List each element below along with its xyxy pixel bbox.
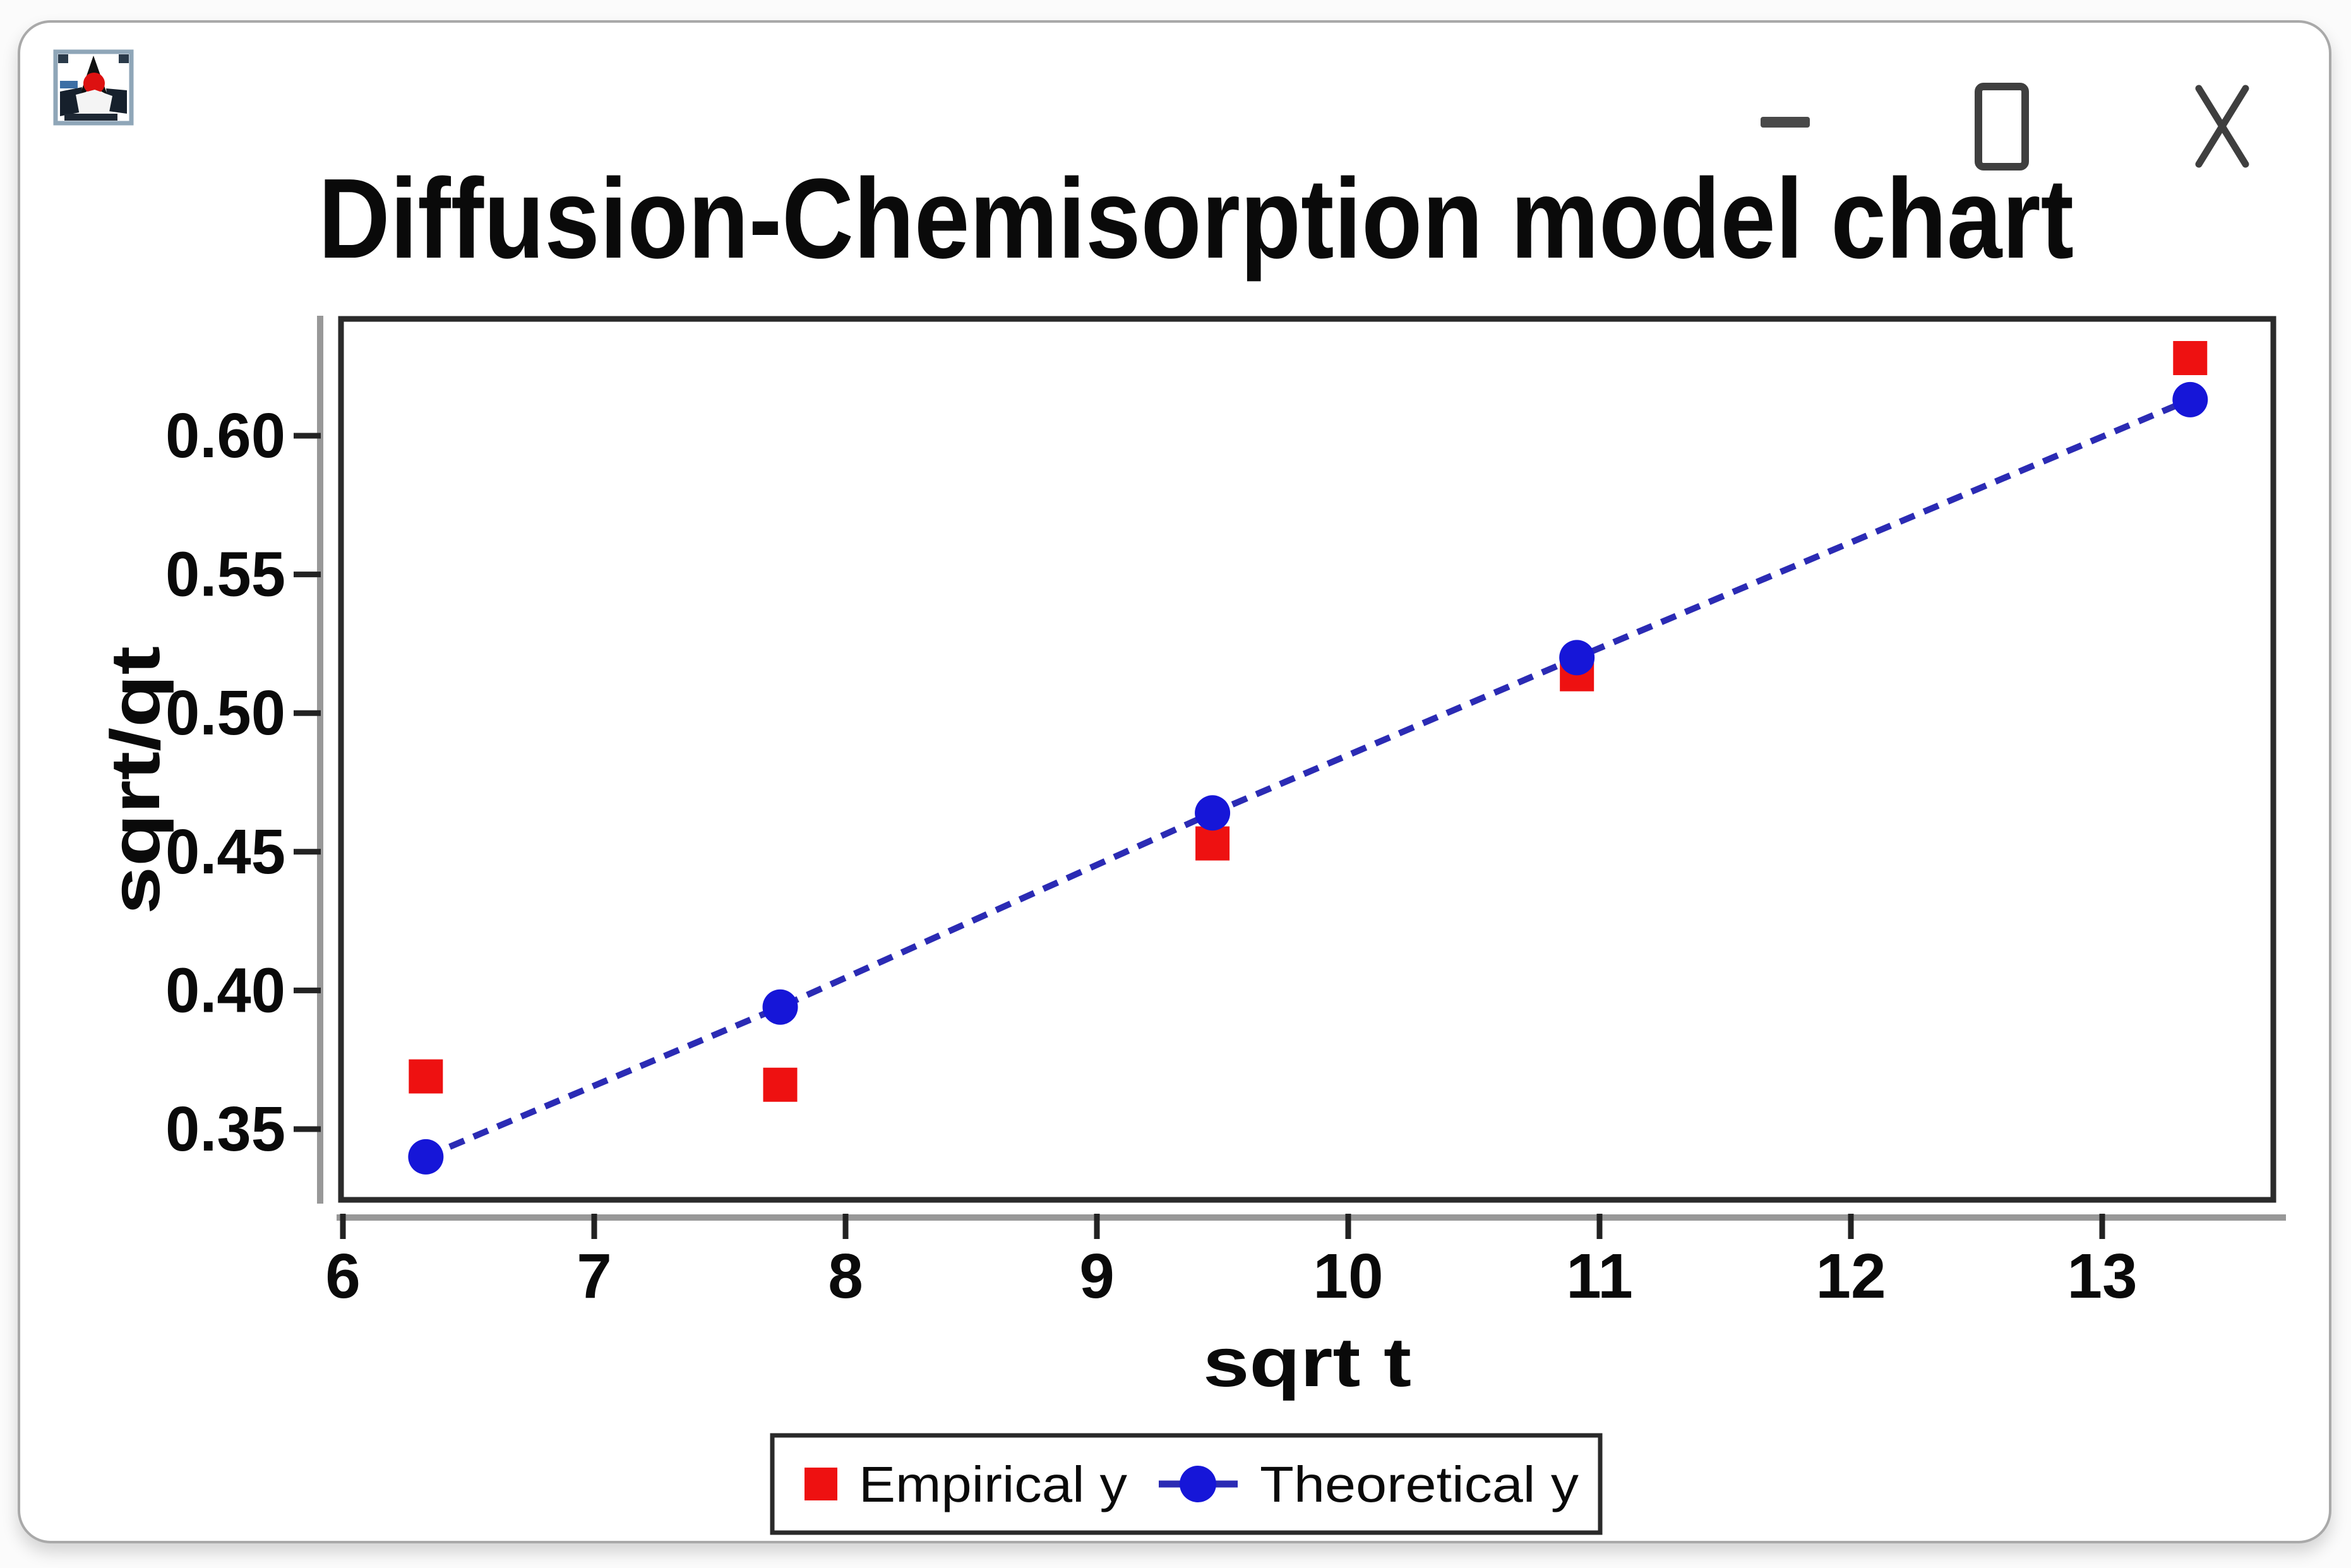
empirical-point <box>1195 826 1230 861</box>
x-tick-label: 12 <box>1816 1241 1886 1312</box>
y-axis-label: sqrt/qt <box>97 646 174 914</box>
icon-dark-left <box>60 87 82 116</box>
x-tick-label: 13 <box>2067 1241 2137 1312</box>
y-tick-label: 0.40 <box>165 955 285 1026</box>
icon-corner-left <box>58 54 68 63</box>
theoretical-point <box>762 989 798 1025</box>
theoretical-point <box>1195 795 1231 831</box>
close-button[interactable] <box>2185 76 2267 171</box>
matplotlib-figure-icon <box>53 49 134 126</box>
x-tick-label: 10 <box>1313 1241 1383 1312</box>
legend-theoretical-label: Theoretical y <box>1260 1456 1579 1512</box>
x-axis-label: sqrt t <box>1203 1324 1411 1401</box>
legend: Empirical y Theoretical y <box>770 1433 1603 1535</box>
x-ticks: 6 7 8 9 10 11 12 13 <box>325 1214 2138 1312</box>
close-icon <box>2195 85 2249 168</box>
legend-empirical-marker <box>805 1468 837 1500</box>
y-tick-label: 0.55 <box>165 539 285 610</box>
empirical-point <box>763 1067 798 1102</box>
icon-corner-right <box>119 54 129 63</box>
theoretical-point <box>408 1139 444 1175</box>
icon-body <box>76 90 112 115</box>
legend-empirical-label: Empirical y <box>859 1456 1127 1512</box>
icon-base-bar <box>64 114 117 121</box>
theoretical-point <box>2172 381 2208 417</box>
icon-red-dot <box>83 73 105 94</box>
y-tick-label: 0.50 <box>165 678 285 748</box>
x-tick-label: 6 <box>325 1241 361 1312</box>
legend-theoretical-marker <box>1180 1466 1216 1502</box>
minimize-icon <box>1761 117 1810 128</box>
x-tick-label: 11 <box>1566 1241 1633 1312</box>
minimize-button[interactable] <box>1749 82 1825 158</box>
y-ticks: 0.35 0.40 0.45 0.50 0.55 0.60 <box>165 400 321 1164</box>
icon-dark-right <box>106 88 127 114</box>
maximize-icon <box>1975 83 2029 171</box>
maximize-button[interactable] <box>1964 82 2040 171</box>
x-tick-label: 8 <box>828 1241 863 1312</box>
y-tick-label: 0.35 <box>165 1094 285 1164</box>
y-tick-label: 0.45 <box>165 817 285 887</box>
chart-title: Diffusion-Chemisorption model chart <box>318 155 2074 282</box>
plot-box <box>338 316 2276 1203</box>
x-tick-label: 9 <box>1079 1241 1115 1312</box>
plot-area: 0.35 0.40 0.45 0.50 0.55 0.60 6 7 8 9 10 11 12 13 <box>165 316 2286 1312</box>
y-tick-label: 0.60 <box>165 400 285 471</box>
data-series <box>408 341 2208 1175</box>
empirical-point <box>2173 341 2208 376</box>
icon-blue-accent <box>60 81 78 88</box>
theoretical-point <box>1559 640 1595 676</box>
empirical-point <box>409 1059 443 1094</box>
x-tick-label: 7 <box>577 1241 612 1312</box>
